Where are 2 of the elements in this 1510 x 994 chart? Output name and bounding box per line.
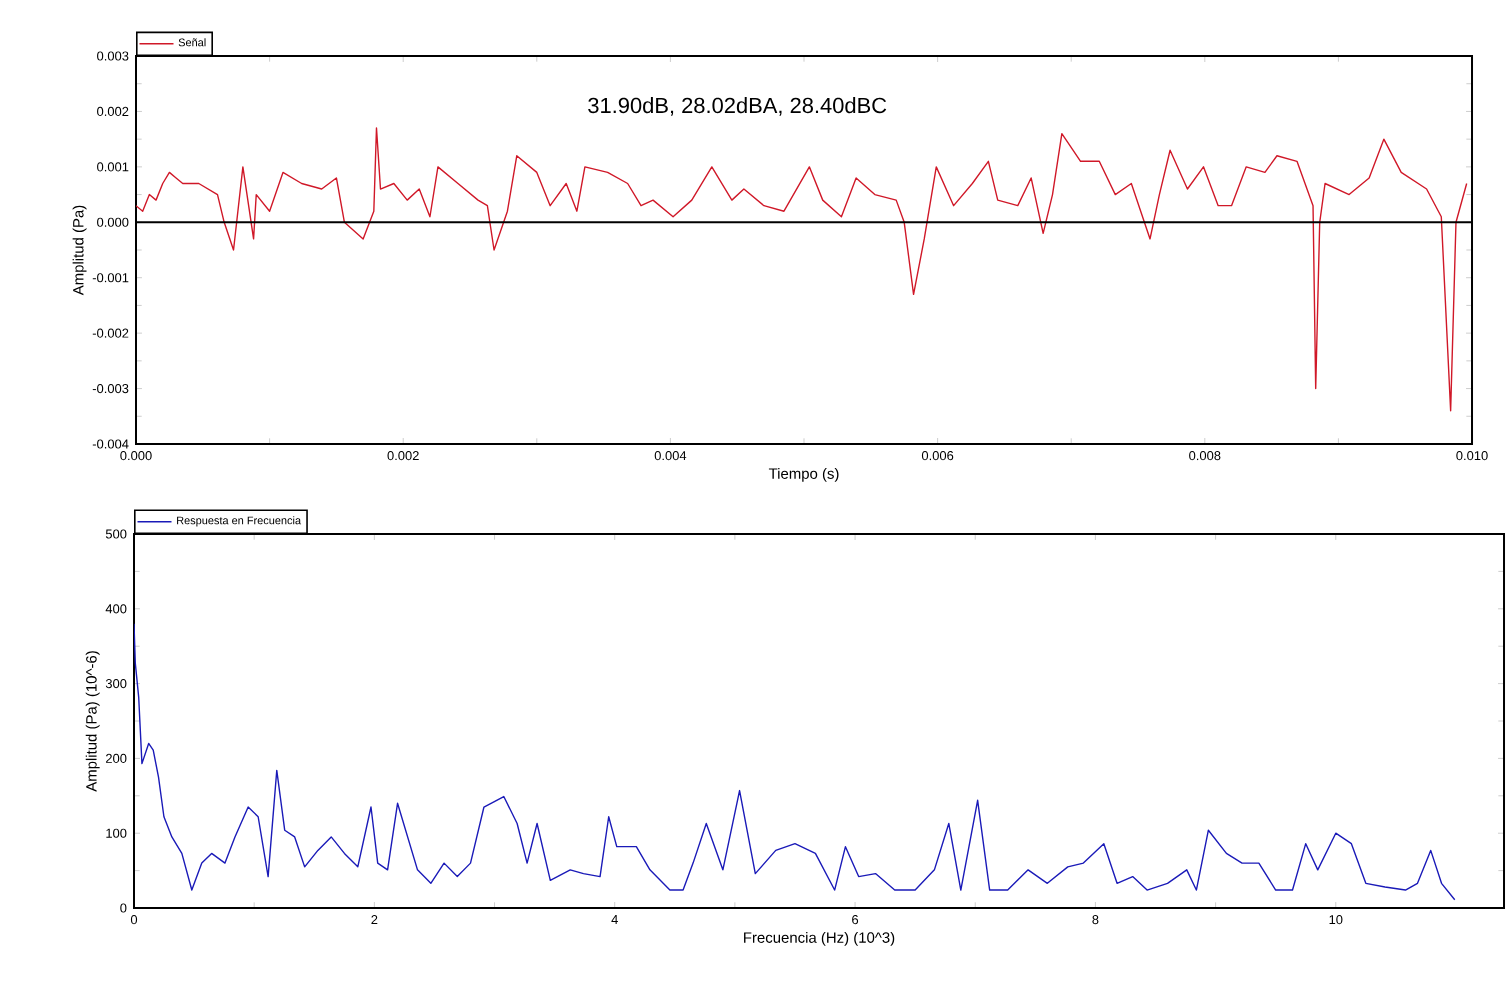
annotation: 31.90dB, 28.02dBA, 28.40dBC (588, 97, 887, 116)
line-series (134, 623, 1456, 901)
